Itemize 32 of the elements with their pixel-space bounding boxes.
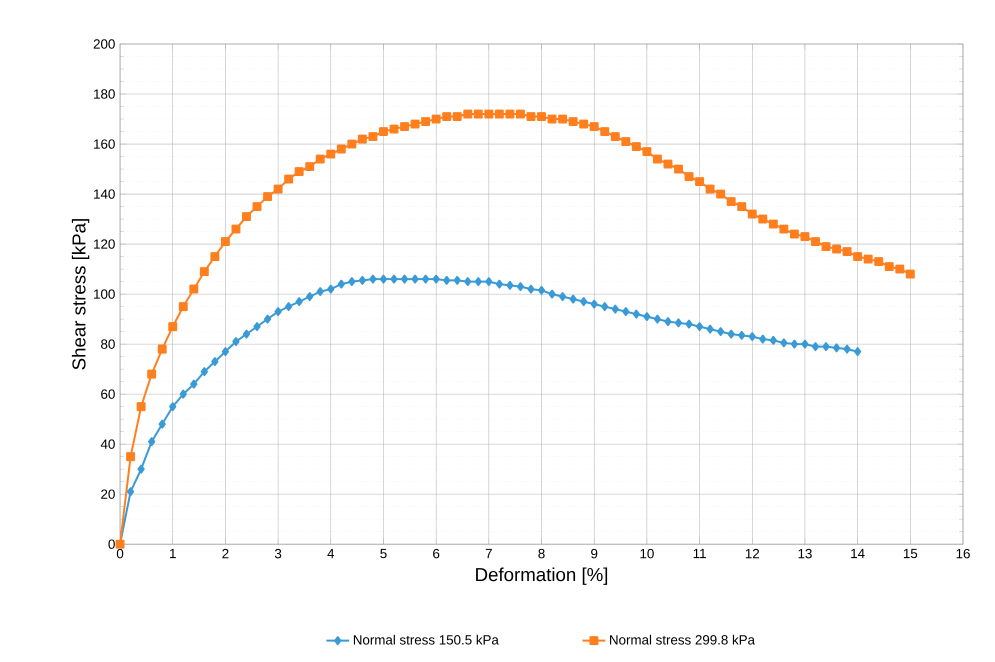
x-tick-label: 0: [116, 549, 124, 559]
x-tick-label: 9: [591, 549, 598, 559]
x-tick-label: 16: [956, 549, 970, 559]
legend-label: Normal stress 150.5 kPa: [354, 635, 499, 645]
x-tick-label: 4: [327, 549, 334, 558]
y-tick-label: 120: [94, 240, 115, 250]
y-tick-label: 140: [94, 190, 115, 199]
y-tick-label: 80: [101, 340, 115, 350]
y-tick-label: 100: [94, 290, 115, 300]
x-tick-label: 6: [433, 549, 440, 559]
y-axis-title: Shear stress [kPa]: [72, 219, 90, 370]
x-tick-label: 13: [798, 549, 812, 559]
x-tick-label: 5: [380, 549, 387, 558]
x-tick-label: 10: [640, 549, 654, 559]
x-tick-label: 14: [851, 549, 865, 558]
y-tick-label: 0: [108, 540, 115, 550]
x-tick-label: 7: [486, 549, 492, 558]
y-tick-label: 20: [101, 490, 115, 500]
x-tick-label: 1: [170, 549, 176, 558]
x-tick-label: 15: [904, 549, 918, 558]
y-tick-label: 160: [94, 140, 115, 149]
x-tick-label: 11: [694, 549, 706, 558]
y-tick-label: 180: [94, 90, 115, 99]
y-tick-label: 60: [101, 390, 115, 400]
y-tick-label: 40: [100, 440, 115, 450]
x-tick-label: 2: [222, 549, 228, 558]
y-tick-label: 200: [94, 40, 115, 49]
legend-label: Normal stress 299.8 kPa: [610, 635, 755, 645]
x-axis-title: Deformation [%]: [476, 568, 608, 586]
x-tick-label: 3: [274, 549, 282, 559]
x-tick-label: 8: [538, 549, 545, 559]
x-tick-label: 12: [746, 549, 760, 558]
